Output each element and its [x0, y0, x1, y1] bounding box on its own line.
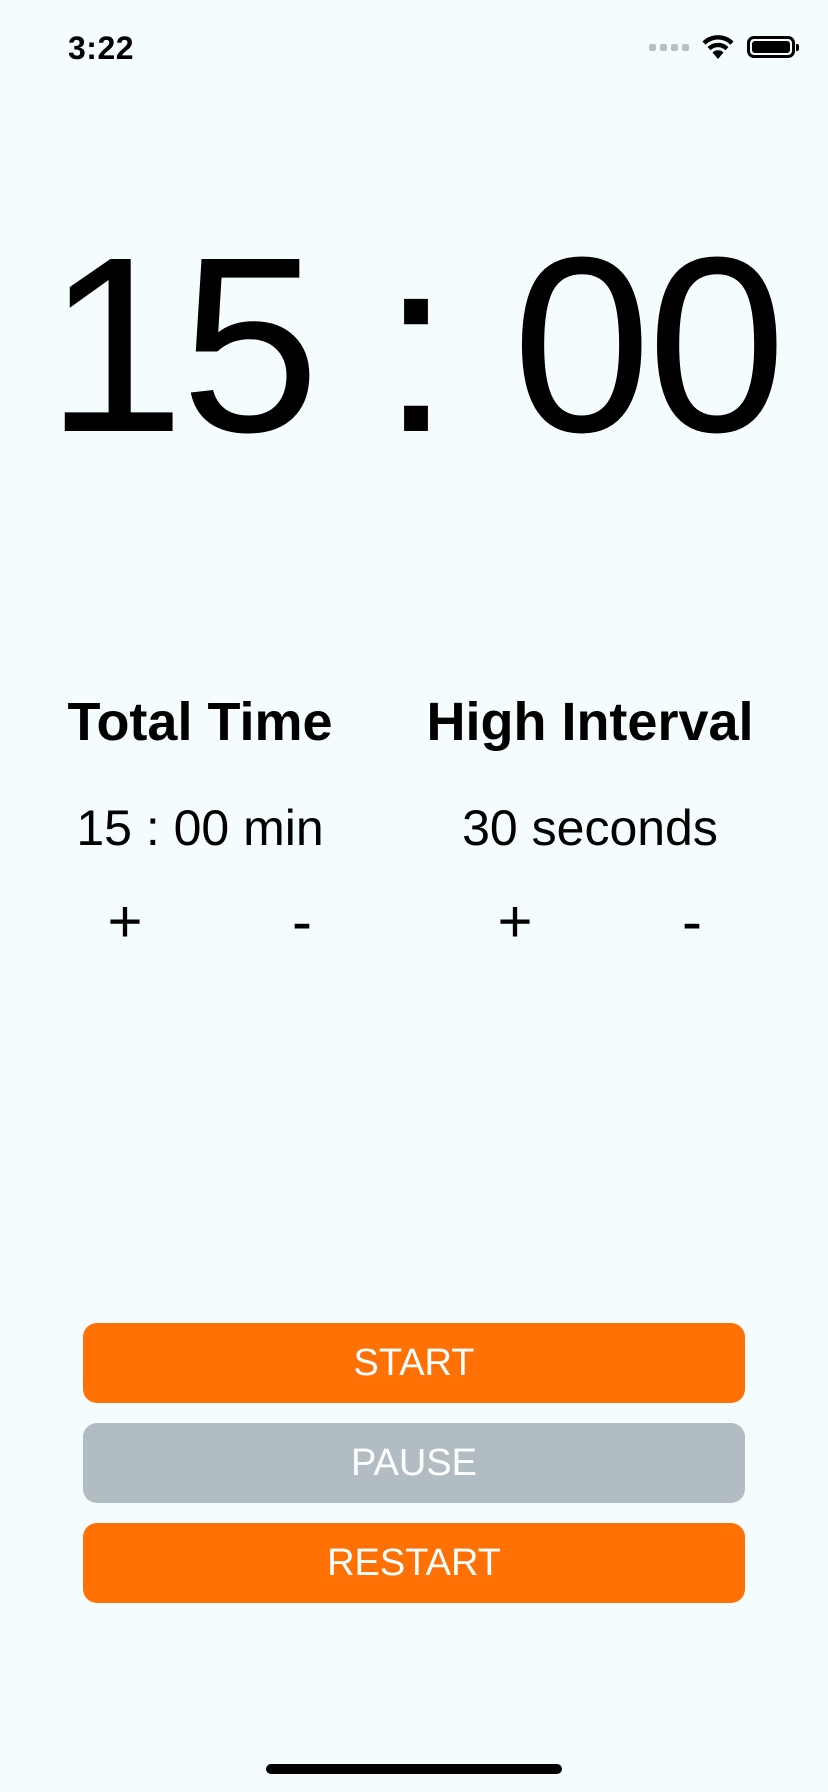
- total-time-column: Total Time 15 : 00 min + -: [20, 690, 380, 962]
- high-interval-stepper: + -: [410, 892, 770, 962]
- home-indicator[interactable]: [266, 1764, 562, 1774]
- action-buttons: START PAUSE RESTART: [83, 1323, 745, 1623]
- restart-button[interactable]: RESTART: [83, 1523, 745, 1603]
- cellular-signal-icon: [649, 43, 689, 51]
- countdown-display: 15 : 00: [45, 205, 787, 484]
- wifi-icon: [702, 35, 734, 59]
- high-interval-column: High Interval 30 seconds + -: [410, 690, 770, 962]
- status-time: 3:22: [68, 30, 135, 66]
- high-interval-title: High Interval: [426, 692, 754, 752]
- high-interval-decrease-button[interactable]: -: [652, 892, 732, 952]
- battery-icon: [747, 36, 799, 58]
- total-time-value: 15 : 00 min: [76, 800, 324, 856]
- total-time-stepper: + -: [20, 892, 380, 962]
- pause-button[interactable]: PAUSE: [83, 1423, 745, 1503]
- start-button[interactable]: START: [83, 1323, 745, 1403]
- high-interval-increase-button[interactable]: +: [475, 892, 555, 952]
- high-interval-value: 30 seconds: [462, 800, 718, 856]
- total-time-title: Total Time: [67, 692, 333, 752]
- total-time-decrease-button[interactable]: -: [262, 892, 342, 952]
- status-icons: [649, 34, 799, 60]
- total-time-increase-button[interactable]: +: [85, 892, 165, 952]
- status-bar: 3:22: [0, 0, 828, 100]
